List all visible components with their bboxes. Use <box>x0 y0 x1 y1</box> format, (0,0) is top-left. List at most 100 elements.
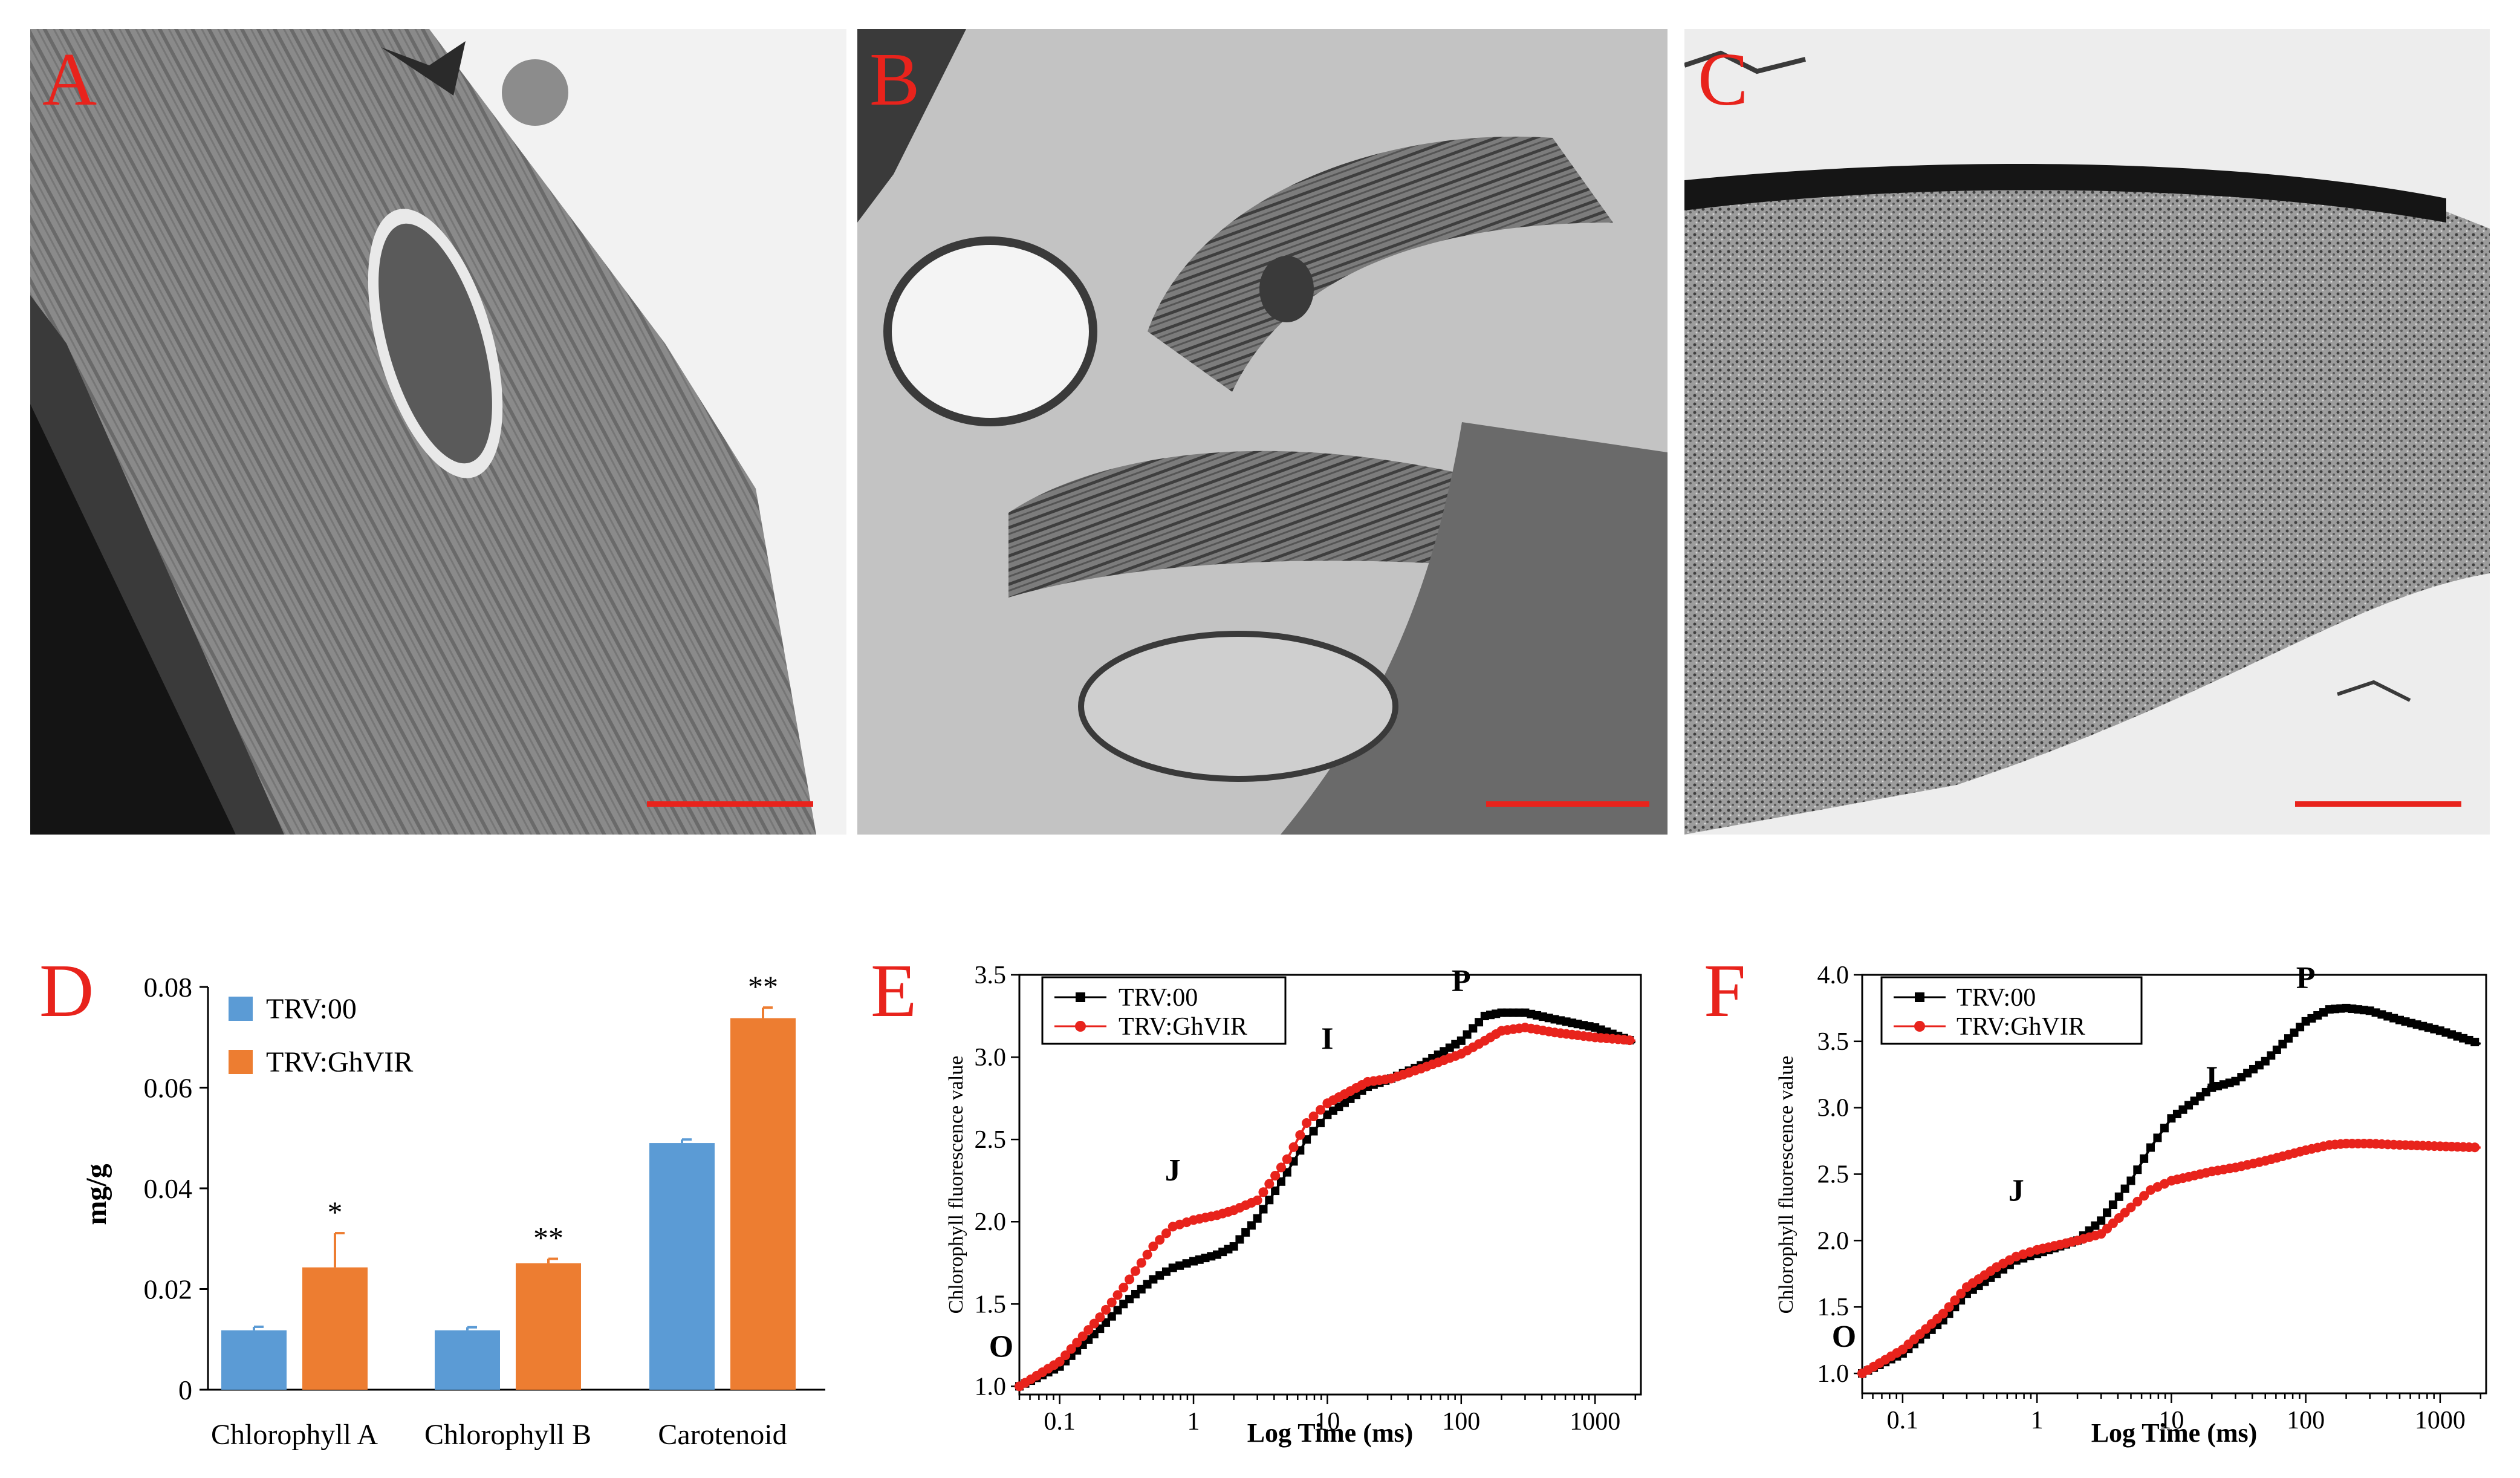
f-ytick-label: 3.0 <box>1817 1095 1849 1122</box>
f-marker <box>2146 1143 2155 1152</box>
d-significance: ** <box>533 1221 563 1255</box>
e-marker <box>1161 1267 1171 1276</box>
f-ytick-label: 3.5 <box>1817 1028 1849 1056</box>
d-legend-swatch-control <box>229 997 253 1021</box>
f-marker <box>2470 1038 2479 1047</box>
f-marker <box>2114 1192 2123 1201</box>
e-marker <box>1161 1228 1171 1239</box>
f-ytick-label: 2.5 <box>1817 1161 1849 1189</box>
d-bar <box>435 1330 500 1390</box>
f-xtick-label: 1000 <box>2415 1407 2466 1434</box>
f-marker <box>2132 1196 2143 1206</box>
e-xtick-label: 100 <box>1442 1408 1480 1436</box>
e-marker <box>1168 1263 1177 1272</box>
e-marker <box>1315 1105 1325 1115</box>
e-marker <box>1271 1187 1280 1196</box>
panel-label-f: F <box>1704 949 1746 1033</box>
e-marker <box>1282 1154 1292 1164</box>
e-marker <box>1148 1242 1158 1252</box>
f-plot-frame <box>1861 974 2487 1395</box>
f-xtick-label: 100 <box>2287 1407 2325 1434</box>
d-category-label: Chlorophyll B <box>424 1419 591 1451</box>
f-marker <box>2120 1184 2129 1193</box>
e-phase-label: I <box>1321 1021 1333 1056</box>
e-marker <box>1235 1235 1244 1244</box>
e-marker <box>1276 1177 1285 1186</box>
micrograph-a: A <box>30 29 846 835</box>
e-marker <box>1101 1304 1111 1315</box>
e-marker <box>1089 1318 1099 1329</box>
e-marker <box>1288 1142 1299 1152</box>
charts-row: D E F mg/g TRV:00 TRV:GhVIR 0 0.02 0.04 0.0… <box>39 949 2487 1451</box>
e-marker <box>1308 1112 1319 1122</box>
f-marker <box>2126 1176 2135 1185</box>
d-bar <box>221 1330 287 1390</box>
f-marker <box>2103 1208 2112 1217</box>
d-category-label: Carotenoid <box>658 1419 787 1451</box>
d-bar <box>516 1263 581 1390</box>
f-legend-label-silenced: TRV:GhVIR <box>1957 1013 2085 1041</box>
panel-label-e: E <box>871 949 917 1033</box>
d-legend-label-silenced: TRV:GhVIR <box>266 1046 413 1078</box>
f-marker <box>1944 1302 1954 1312</box>
scale-bar-c <box>2295 801 2461 807</box>
e-marker <box>1175 1261 1184 1270</box>
f-legend-marker-silenced <box>1914 1021 1925 1032</box>
e-marker <box>1125 1274 1135 1284</box>
panel-label-c: C <box>1698 38 1748 122</box>
e-phase-label: J <box>1165 1153 1181 1188</box>
f-marker <box>1938 1309 1948 1319</box>
e-xlabel: Log Time (ms) <box>1247 1418 1414 1448</box>
d-ytick-label: 0.06 <box>144 1073 193 1104</box>
e-marker <box>1309 1127 1318 1136</box>
e-phase-label: O <box>989 1329 1013 1364</box>
panel-label-b: B <box>869 38 920 122</box>
e-marker <box>1302 1118 1312 1128</box>
e-marker <box>1083 1325 1094 1335</box>
e-ytick-label: 2.5 <box>975 1126 1007 1154</box>
e-legend-label-silenced: TRV:GhVIR <box>1119 1013 1247 1041</box>
e-xtick-label: 1 <box>1187 1408 1200 1436</box>
f-marker <box>2139 1191 2149 1201</box>
e-marker <box>1241 1228 1250 1237</box>
micrograph-b: B <box>857 29 1668 835</box>
line-chart-f: Chlorophyll fluorescence value Log Time … <box>1775 961 2487 1448</box>
f-marker <box>2108 1200 2117 1209</box>
d-category-label: Chlorophyll A <box>211 1419 378 1451</box>
f-marker <box>2470 1142 2480 1153</box>
d-bar <box>302 1267 368 1390</box>
f-ytick-label: 1.5 <box>1817 1294 1849 1321</box>
e-marker <box>1054 1356 1065 1367</box>
e-marker <box>1625 1035 1635 1046</box>
scale-bar-a <box>647 801 813 807</box>
line-chart-e: Chlorophyll fluorescence value Log Time … <box>945 962 1642 1448</box>
f-ylabel: Chlorophyll fluorescence value <box>1775 1056 1797 1314</box>
e-marker <box>1149 1275 1158 1284</box>
e-series-line <box>1018 1026 1635 1388</box>
e-ytick-label: 3.5 <box>975 962 1007 989</box>
e-marker <box>1270 1171 1281 1181</box>
f-xtick-label: 0.1 <box>1887 1407 1919 1434</box>
bar-chart-d: mg/g TRV:00 TRV:GhVIR 0 0.02 0.04 0.06 0.08 *… <box>80 969 825 1451</box>
d-ytick-label: 0.02 <box>144 1274 193 1305</box>
d-legend-swatch-silenced <box>229 1050 253 1074</box>
panel-label-d: D <box>39 949 94 1033</box>
e-xtick-label: 0.1 <box>1044 1408 1076 1436</box>
e-xtick-label: 1000 <box>1570 1408 1620 1436</box>
f-marker <box>2160 1124 2169 1133</box>
e-marker <box>1072 1338 1082 1348</box>
d-ytick-label: 0.04 <box>144 1173 193 1204</box>
e-marker <box>1130 1266 1140 1276</box>
e-legend-box <box>1041 976 1287 1045</box>
e-phase-label: P <box>1452 964 1471 998</box>
e-marker <box>1264 1179 1275 1189</box>
f-xtick-label: 10 <box>2158 1407 2184 1434</box>
d-legend-label-control: TRV:00 <box>266 993 357 1025</box>
f-ytick-label: 1.0 <box>1817 1360 1849 1388</box>
e-marker <box>1265 1196 1274 1205</box>
f-series-line <box>1862 1006 2481 1375</box>
f-marker <box>2126 1202 2136 1213</box>
panel-label-a: A <box>42 38 97 122</box>
e-ytick-label: 1.0 <box>975 1373 1007 1401</box>
e-ytick-label: 1.5 <box>975 1291 1007 1318</box>
